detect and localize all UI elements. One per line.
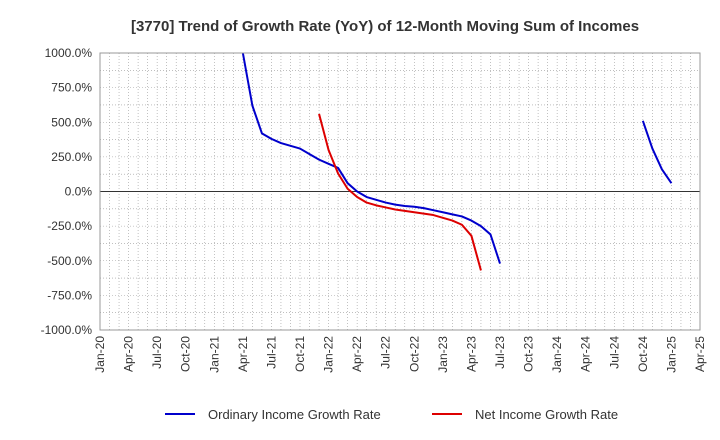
x-tick-label: Oct-24: [636, 336, 650, 372]
x-tick-label: Apr-23: [464, 336, 478, 372]
grid: [100, 53, 700, 330]
x-tick-label: Jan-24: [550, 336, 564, 373]
x-tick-label: Jul-21: [264, 336, 278, 369]
x-tick-label: Oct-23: [522, 336, 536, 372]
x-tick-label: Jan-20: [93, 336, 107, 373]
x-tick-label: Apr-25: [693, 336, 707, 372]
series-lines: [241, 53, 673, 271]
x-tick-label: Jul-24: [607, 336, 621, 369]
x-tick-label: Jul-23: [493, 336, 507, 369]
y-tick-label: 750.0%: [51, 81, 92, 95]
y-tick-label: 500.0%: [51, 115, 92, 129]
plot-border: [99, 52, 701, 331]
y-tick-label: 250.0%: [51, 150, 92, 164]
x-tick-label: Jul-20: [150, 336, 164, 369]
y-tick-label: -500.0%: [47, 254, 92, 268]
x-tick-label: Oct-21: [293, 336, 307, 372]
x-axis-ticks: Jan-20 Apr-20 Jul-20 Oct-20 Jan-21 Apr-21 Jul-…: [93, 336, 707, 373]
chart-title: [3770] Trend of Growth Rate (YoY) of 12-…: [131, 18, 639, 35]
x-tick-label: Jan-23: [436, 336, 450, 373]
x-tick-label: Apr-21: [236, 336, 250, 372]
y-axis-ticks: 1000.0% 750.0% 500.0% 250.0% 0.0% -250.0% -500…: [41, 46, 93, 337]
series-line: [641, 120, 673, 184]
x-tick-label: Jan-21: [207, 336, 221, 373]
x-tick-label: Jan-25: [664, 336, 678, 373]
x-tick-label: Jan-22: [322, 336, 336, 373]
y-tick-label: -250.0%: [47, 219, 92, 233]
x-tick-label: Jul-22: [379, 336, 393, 369]
y-tick-label: 1000.0%: [45, 46, 93, 60]
y-tick-label: -1000.0%: [41, 323, 93, 337]
legend-label: Net Income Growth Rate: [475, 407, 618, 422]
y-tick-label: -750.0%: [47, 288, 92, 302]
y-tick-label: 0.0%: [65, 185, 93, 199]
legend-label: Ordinary Income Growth Rate: [208, 407, 381, 422]
x-tick-label: Apr-20: [122, 336, 136, 372]
x-tick-label: Oct-22: [407, 336, 421, 372]
series-line: [318, 113, 482, 271]
x-tick-label: Apr-22: [350, 336, 364, 372]
x-tick-label: Apr-24: [579, 336, 593, 372]
legend: Ordinary Income Growth Rate Net Income Gr…: [165, 407, 618, 422]
x-tick-label: Oct-20: [179, 336, 193, 372]
series-line: [241, 53, 501, 264]
